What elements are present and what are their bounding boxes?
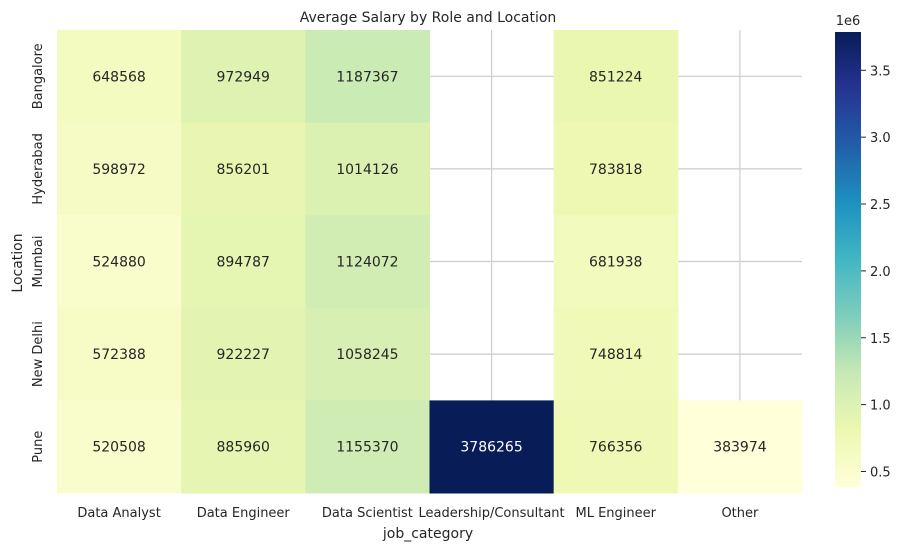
colorbar-exponent-label: 1e6 xyxy=(836,14,861,29)
heatmap-cell xyxy=(553,215,679,309)
cell-value-label: 1058245 xyxy=(336,347,398,363)
cell-value-label: 748814 xyxy=(589,347,643,363)
heatmap-cell xyxy=(57,30,182,124)
cell-value-label: 972949 xyxy=(217,69,270,85)
cell-value-label: 1155370 xyxy=(336,440,398,456)
heatmap-cell xyxy=(57,215,182,309)
colorbar-tick-label: 3.0 xyxy=(870,131,891,146)
heatmap-cell xyxy=(181,30,306,124)
cell-value-label: 885960 xyxy=(217,440,270,456)
heatmap-cell xyxy=(57,307,182,401)
y-tick-label: Bangalore xyxy=(31,43,46,109)
colorbar-ticks: 0.5 1.0 1.5 2.0 2.5 3.0 3.5 xyxy=(861,64,891,480)
heatmap-cell xyxy=(57,400,182,494)
x-tick-label: Data Analyst xyxy=(77,506,160,521)
heatmap-cell xyxy=(553,122,679,216)
cell-value-label: 1124072 xyxy=(336,255,398,271)
cell-value-label: 383974 xyxy=(713,440,767,456)
x-tick-label: Other xyxy=(721,506,759,521)
y-tick-label: New Delhi xyxy=(31,321,46,387)
heatmap-cell xyxy=(677,400,803,494)
heatmap-cell xyxy=(57,122,182,216)
y-tick-label: Hyderabad xyxy=(31,133,46,205)
colorbar xyxy=(835,32,861,487)
x-tick-label: ML Engineer xyxy=(576,506,657,521)
cell-value-label: 766356 xyxy=(589,440,643,456)
cell-value-label: 3786265 xyxy=(460,440,522,456)
heatmap-cell xyxy=(181,400,306,494)
cell-value-label: 851224 xyxy=(589,69,643,85)
colorbar-tick-label: 1.5 xyxy=(870,332,891,347)
heatmap-cell xyxy=(305,215,430,309)
cell-value-label: 894787 xyxy=(217,255,270,271)
y-axis-label: Location xyxy=(10,233,26,292)
heatmap-cells xyxy=(57,30,803,494)
cell-value-label: 856201 xyxy=(217,162,270,178)
y-tick-label: Mumbai xyxy=(31,236,46,288)
heatmap-cell xyxy=(553,30,679,124)
cell-value-label: 922227 xyxy=(217,347,270,363)
heatmap-cell xyxy=(181,215,306,309)
cell-value-label: 648568 xyxy=(92,69,145,85)
colorbar-tick-label: 2.5 xyxy=(870,198,891,213)
colorbar-tick-label: 0.5 xyxy=(870,465,891,480)
y-tick-label: Pune xyxy=(31,431,46,463)
cell-value-label: 681938 xyxy=(589,255,642,271)
cell-value-label: 1187367 xyxy=(336,69,398,85)
x-tick-label: Data Scientist xyxy=(322,506,413,521)
x-axis-label: job_category xyxy=(382,526,473,542)
heatmap-cell xyxy=(181,307,306,401)
cell-value-label: 598972 xyxy=(92,162,145,178)
heatmap-cell xyxy=(305,400,430,494)
cell-value-label: 572388 xyxy=(92,347,145,363)
heatmap-cell xyxy=(553,307,679,401)
cell-value-label: 520508 xyxy=(92,440,145,456)
heatmap-cell xyxy=(305,307,430,401)
x-tick-label: Leadership/Consultant xyxy=(419,506,565,521)
chart-title: Average Salary by Role and Location xyxy=(300,10,557,26)
colorbar-tick-label: 3.5 xyxy=(870,64,891,79)
heatmap-cell xyxy=(429,400,555,494)
heatmap-cell xyxy=(305,122,430,216)
heatmap-cell xyxy=(553,400,679,494)
heatmap-cell xyxy=(305,30,430,124)
axes: Data Analyst Data Engineer Data Scientist L… xyxy=(31,43,759,521)
cell-value-label: 524880 xyxy=(92,255,145,271)
colorbar-tick-label: 2.0 xyxy=(870,265,891,280)
cell-value-label: 783818 xyxy=(589,162,642,178)
heatmap-cell xyxy=(181,122,306,216)
cell-value-label: 1014126 xyxy=(336,162,398,178)
x-tick-label: Data Engineer xyxy=(197,506,291,521)
colorbar-tick-label: 1.0 xyxy=(870,399,891,414)
cell-labels: 648568 972949 1187367 851224 598972 856201 101… xyxy=(92,69,766,455)
